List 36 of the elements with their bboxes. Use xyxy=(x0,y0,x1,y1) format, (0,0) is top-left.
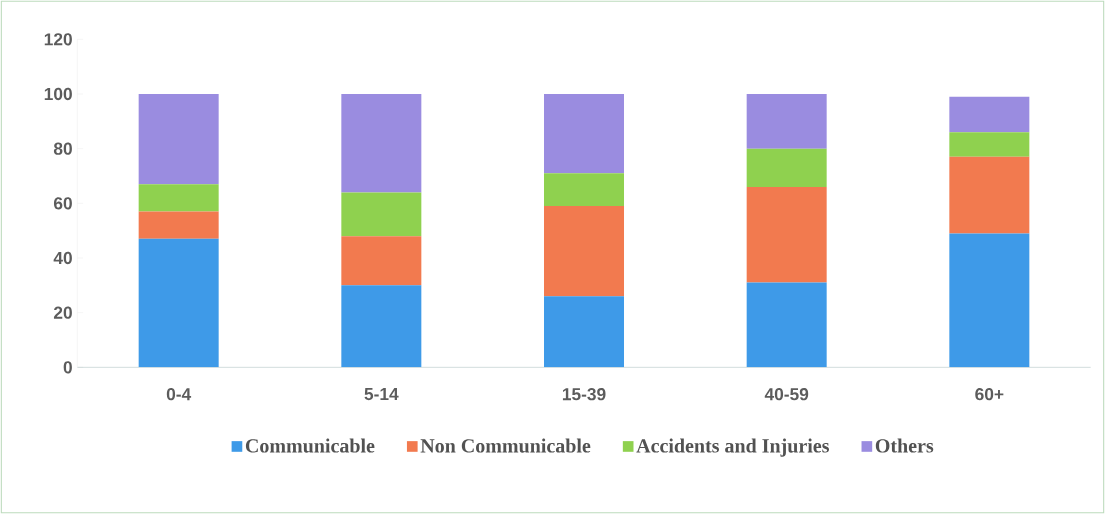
legend-label: Accidents and Injuries xyxy=(636,438,830,457)
y-tick-label: 40 xyxy=(53,251,72,265)
bar xyxy=(138,238,219,368)
legend-label: Others xyxy=(875,438,934,453)
bar xyxy=(138,94,219,185)
y-tick-label: 120 xyxy=(44,33,72,46)
x-tick-label: 15-39 xyxy=(562,388,606,401)
bar xyxy=(138,184,219,212)
bar xyxy=(341,192,422,237)
bar xyxy=(544,94,625,174)
bar xyxy=(341,236,422,286)
bar xyxy=(949,96,1030,133)
bar xyxy=(949,132,1030,157)
y-tick-label: 60 xyxy=(53,197,72,210)
bar xyxy=(544,296,625,368)
bar xyxy=(544,173,625,207)
y-tick-label: 100 xyxy=(44,87,72,101)
legend-label: Non Communicable xyxy=(420,438,591,453)
bar xyxy=(746,148,827,187)
y-tick-label: 80 xyxy=(53,142,72,155)
x-tick-label: 60+ xyxy=(975,388,1004,401)
bar xyxy=(949,233,1030,368)
y-tick-label: 20 xyxy=(53,306,72,319)
bar xyxy=(341,94,422,193)
bar xyxy=(341,285,422,368)
bar xyxy=(138,211,219,239)
y-tick-label: 0 xyxy=(63,361,72,374)
bar xyxy=(746,94,827,149)
bar xyxy=(746,186,827,283)
legend-label: Communicable xyxy=(245,438,375,453)
x-tick-label: 5-14 xyxy=(364,388,399,401)
x-tick-label: 0-4 xyxy=(166,388,192,401)
bar xyxy=(949,156,1030,234)
x-tick-label: 40-59 xyxy=(764,388,809,401)
bar xyxy=(746,282,827,368)
bar xyxy=(544,206,625,297)
